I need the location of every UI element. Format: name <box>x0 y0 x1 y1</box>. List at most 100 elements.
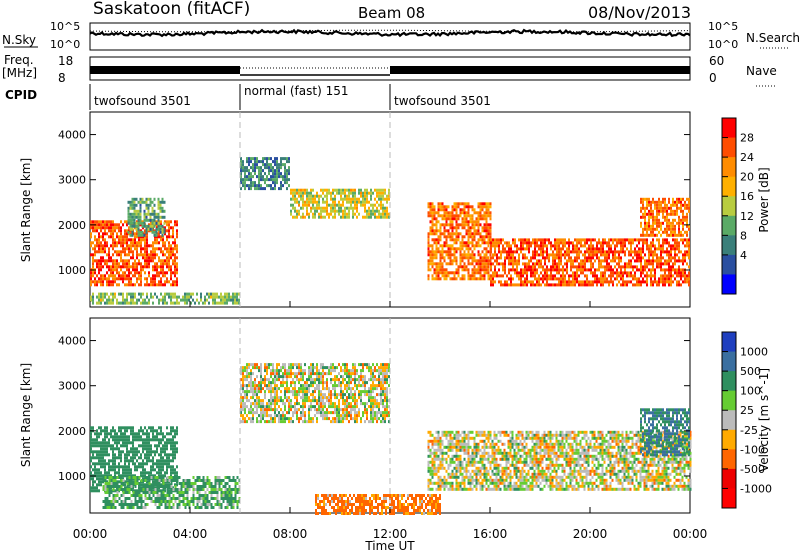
cell <box>264 166 266 170</box>
cell <box>467 202 470 206</box>
cell <box>252 402 254 406</box>
cell <box>162 435 164 439</box>
cell <box>646 233 648 237</box>
cell <box>672 218 674 222</box>
cell <box>182 295 184 299</box>
cell <box>168 485 171 488</box>
cell <box>170 497 173 500</box>
cell <box>449 238 452 242</box>
cell <box>662 262 664 266</box>
cell <box>126 265 128 269</box>
cell <box>616 268 618 272</box>
cell <box>254 402 256 406</box>
cell <box>546 247 548 251</box>
cell <box>485 259 488 263</box>
cell <box>630 253 632 257</box>
cell <box>510 259 512 263</box>
cell <box>156 271 158 275</box>
cell <box>192 488 195 491</box>
cell <box>104 432 106 436</box>
cell <box>220 494 223 497</box>
cell <box>457 265 460 269</box>
cell <box>100 462 102 466</box>
cell <box>152 241 154 245</box>
cell <box>662 200 664 204</box>
cell <box>248 372 250 376</box>
cell <box>552 265 554 269</box>
cell <box>614 277 616 281</box>
cpid-label: CPID <box>5 88 37 102</box>
cell <box>528 241 530 245</box>
cell <box>522 262 524 266</box>
cell <box>590 283 592 287</box>
cell <box>148 435 150 439</box>
cell <box>487 262 490 266</box>
cell <box>431 202 434 206</box>
cell <box>242 402 244 406</box>
cell <box>374 203 376 207</box>
cell <box>606 250 608 254</box>
cell <box>158 432 160 436</box>
cell <box>132 503 135 506</box>
cell <box>384 206 386 210</box>
cell <box>522 241 524 245</box>
cell <box>198 494 201 497</box>
cell <box>622 244 624 248</box>
cell <box>166 488 169 491</box>
cell <box>676 274 678 278</box>
cell <box>528 247 530 251</box>
cell <box>306 188 308 192</box>
cell <box>602 274 604 278</box>
cell <box>678 283 680 287</box>
cell <box>166 426 168 430</box>
cell <box>134 247 136 251</box>
cell <box>106 503 109 506</box>
cell <box>461 265 464 269</box>
cell <box>374 212 376 216</box>
cell <box>492 277 494 281</box>
cell <box>447 244 450 248</box>
cell <box>443 235 446 239</box>
cell <box>658 244 660 248</box>
cell <box>138 262 140 266</box>
cell <box>142 506 145 509</box>
cell <box>658 200 660 204</box>
cell <box>196 491 199 494</box>
cell <box>130 479 133 482</box>
cell <box>449 256 452 260</box>
cell <box>372 203 374 207</box>
cell <box>134 241 136 245</box>
cell <box>606 280 608 284</box>
cell <box>298 191 300 195</box>
cell <box>242 163 244 167</box>
cell <box>192 485 195 488</box>
cell <box>352 209 354 213</box>
cell <box>258 399 260 403</box>
cell <box>104 229 106 233</box>
cell <box>120 476 123 479</box>
cell <box>112 506 115 509</box>
cell <box>150 295 152 299</box>
cell <box>141 224 144 228</box>
cell <box>668 221 670 225</box>
cell <box>140 486 142 490</box>
cell <box>622 277 624 281</box>
cell <box>542 265 544 269</box>
cell <box>174 497 177 500</box>
cell <box>142 471 144 475</box>
cell <box>670 253 672 257</box>
cell <box>602 277 604 281</box>
cell <box>467 226 470 230</box>
cell <box>684 218 686 222</box>
cell <box>276 178 278 182</box>
cell <box>138 497 141 500</box>
cell <box>338 200 340 204</box>
cell <box>427 253 430 257</box>
cell <box>124 298 126 302</box>
cell <box>166 280 168 284</box>
cell <box>158 471 160 475</box>
cell <box>240 172 242 176</box>
cell <box>250 187 252 191</box>
cell <box>660 250 662 254</box>
cell <box>224 295 226 299</box>
